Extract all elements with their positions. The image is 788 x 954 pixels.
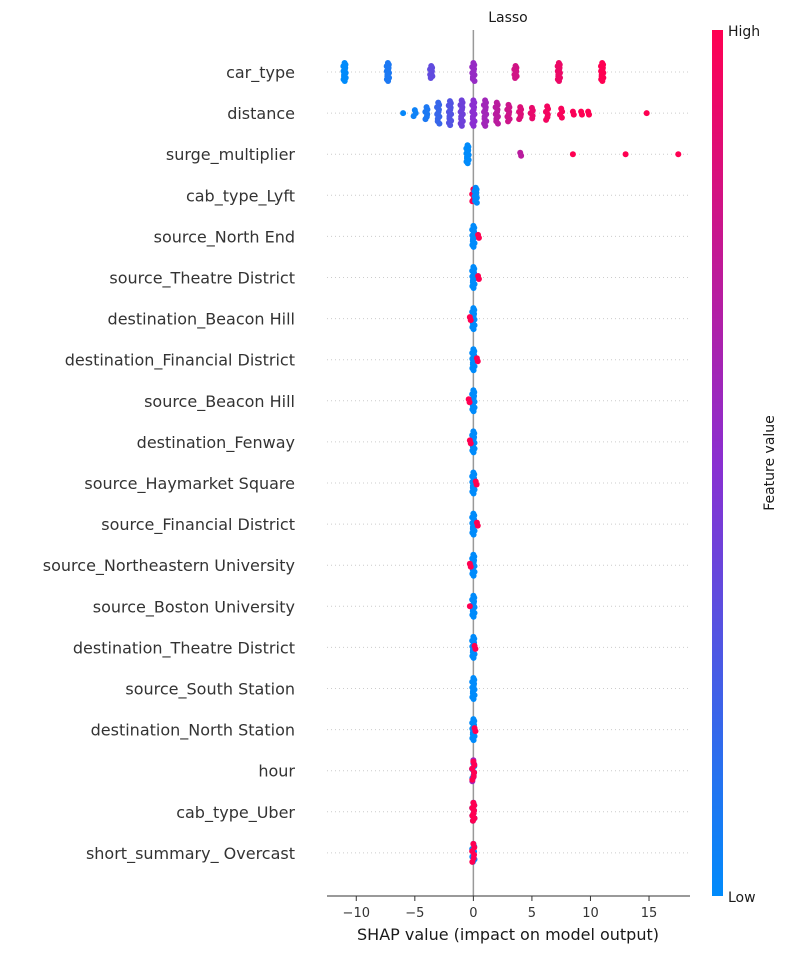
data-point — [494, 120, 501, 127]
feature-label: source_Northeastern University — [43, 556, 295, 576]
data-point — [570, 111, 577, 118]
data-point — [599, 78, 606, 84]
feature-label: source_South Station — [125, 680, 295, 700]
x-tick-label: 15 — [641, 906, 658, 921]
colorbar-low-label: Low — [728, 890, 756, 906]
feature-label: surge_multiplier — [166, 145, 296, 165]
data-point — [436, 120, 443, 127]
data-point — [622, 151, 629, 158]
data-point — [464, 160, 471, 167]
chart-title: Lasso — [488, 10, 528, 26]
data-point — [385, 78, 392, 84]
feature-label: cab_type_Uber — [176, 803, 295, 823]
data-point — [473, 481, 480, 488]
data-point — [470, 737, 477, 744]
data-point — [470, 490, 477, 497]
feature-label: source_North End — [154, 227, 295, 247]
data-point — [400, 110, 407, 117]
feature-label: source_Boston University — [93, 597, 295, 617]
data-point — [470, 531, 477, 538]
x-tick-label: 5 — [528, 906, 536, 921]
data-point — [466, 603, 473, 610]
data-point — [474, 358, 481, 365]
data-point — [556, 78, 563, 84]
data-point — [458, 122, 465, 129]
data-point — [467, 317, 474, 324]
data-point — [569, 151, 576, 158]
data-point — [471, 78, 478, 84]
data-point — [470, 367, 477, 374]
data-point — [469, 858, 476, 865]
data-point — [475, 276, 482, 282]
colorbar — [712, 30, 723, 896]
feature-label: source_Financial District — [101, 515, 295, 535]
data-point — [482, 122, 489, 129]
data-point — [472, 728, 479, 735]
data-point — [475, 234, 482, 241]
data-point — [466, 399, 473, 406]
data-point — [469, 776, 476, 783]
data-point — [578, 111, 585, 118]
feature-label: destination_Financial District — [65, 351, 295, 371]
data-point — [586, 111, 593, 118]
colorbar-high-label: High — [728, 24, 760, 40]
data-point — [558, 114, 565, 121]
feature-label: short_summary_ Overcast — [86, 844, 295, 864]
data-point — [470, 122, 477, 129]
data-point — [470, 285, 477, 291]
data-point — [518, 152, 525, 159]
feature-label: source_Theatre District — [109, 269, 295, 289]
points-layer — [340, 60, 682, 865]
data-point — [643, 110, 650, 117]
data-point — [470, 326, 477, 333]
data-point — [473, 199, 480, 206]
feature-label: car_type — [226, 63, 295, 83]
data-point — [470, 696, 477, 702]
x-tick-label: 10 — [582, 906, 599, 921]
feature-label: cab_type_Lyft — [186, 186, 295, 206]
data-point — [543, 116, 550, 123]
data-point — [470, 572, 477, 579]
data-point — [467, 563, 474, 570]
data-point — [469, 817, 476, 824]
data-point — [675, 151, 682, 158]
feature-label: source_Haymarket Square — [84, 474, 295, 494]
feature-label: distance — [227, 104, 295, 123]
feature-label: hour — [258, 762, 295, 781]
data-point — [422, 116, 429, 123]
data-point — [505, 118, 512, 125]
data-point — [341, 78, 348, 84]
data-point — [512, 75, 519, 81]
data-point — [467, 440, 474, 447]
data-point — [474, 522, 481, 529]
data-point — [470, 449, 477, 456]
feature-label: destination_Fenway — [137, 433, 295, 453]
data-point — [410, 113, 417, 120]
data-point — [516, 116, 523, 123]
data-point — [529, 115, 536, 122]
data-point — [447, 122, 454, 129]
data-point — [470, 613, 477, 620]
feature-label: destination_Theatre District — [73, 638, 295, 658]
x-tick-label: −5 — [405, 906, 424, 921]
feature-label: destination_North Station — [91, 721, 295, 741]
x-tick-label: −10 — [343, 906, 370, 921]
feature-rows: car_type distance surge_multiplier cab_type… — [43, 63, 690, 864]
data-point — [472, 645, 479, 652]
colorbar-title: Feature value — [762, 415, 778, 511]
data-point — [427, 75, 434, 81]
x-axis-title: SHAP value (impact on model output) — [357, 925, 659, 944]
data-point — [470, 408, 477, 415]
data-point — [470, 243, 477, 250]
data-point — [470, 654, 477, 661]
feature-label: destination_Beacon Hill — [108, 310, 295, 330]
feature-label: source_Beacon Hill — [144, 392, 295, 412]
x-tick-label: 0 — [469, 906, 477, 921]
x-ticks: −10 −5 0 5 10 15 — [343, 896, 658, 921]
